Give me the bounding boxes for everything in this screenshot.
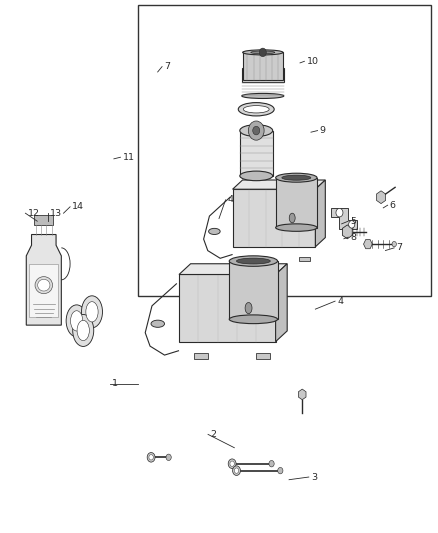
Bar xyxy=(299,257,311,261)
Bar xyxy=(256,353,270,359)
Ellipse shape xyxy=(245,303,252,313)
Text: 9: 9 xyxy=(320,126,326,135)
Ellipse shape xyxy=(240,125,272,136)
Bar xyxy=(229,261,278,319)
Ellipse shape xyxy=(86,302,98,322)
Polygon shape xyxy=(26,235,61,325)
Text: 10: 10 xyxy=(307,57,318,66)
Ellipse shape xyxy=(282,175,311,180)
Polygon shape xyxy=(179,264,287,274)
Text: 4: 4 xyxy=(337,297,343,305)
Circle shape xyxy=(336,208,343,217)
Ellipse shape xyxy=(73,314,94,346)
Text: 1: 1 xyxy=(112,379,118,388)
Ellipse shape xyxy=(243,50,283,55)
Circle shape xyxy=(234,468,239,473)
Polygon shape xyxy=(377,191,385,204)
Text: 6: 6 xyxy=(390,201,396,209)
Bar xyxy=(29,264,58,317)
Bar xyxy=(246,257,258,261)
Ellipse shape xyxy=(276,173,317,182)
Ellipse shape xyxy=(276,224,317,231)
Polygon shape xyxy=(276,264,287,342)
Bar xyxy=(243,52,283,80)
Polygon shape xyxy=(343,225,352,239)
Polygon shape xyxy=(298,389,306,400)
Text: 7: 7 xyxy=(396,244,403,252)
Ellipse shape xyxy=(77,320,89,341)
Text: 3: 3 xyxy=(311,473,317,481)
Circle shape xyxy=(147,453,155,462)
Circle shape xyxy=(259,48,266,56)
Ellipse shape xyxy=(35,277,53,294)
Polygon shape xyxy=(233,189,315,247)
Ellipse shape xyxy=(151,320,165,327)
Circle shape xyxy=(278,467,283,474)
Bar xyxy=(138,5,431,296)
Text: 14: 14 xyxy=(72,203,84,211)
Text: 5: 5 xyxy=(350,217,357,225)
Circle shape xyxy=(166,454,171,461)
Ellipse shape xyxy=(240,171,272,181)
Polygon shape xyxy=(179,274,276,342)
Circle shape xyxy=(233,466,240,475)
Text: 11: 11 xyxy=(123,153,134,161)
Ellipse shape xyxy=(289,213,295,223)
Bar xyxy=(34,215,53,225)
Text: 12: 12 xyxy=(28,209,39,217)
Ellipse shape xyxy=(81,296,102,328)
Circle shape xyxy=(349,221,355,228)
Circle shape xyxy=(392,241,396,247)
Text: 2: 2 xyxy=(210,430,216,439)
Circle shape xyxy=(248,121,264,140)
Ellipse shape xyxy=(71,311,83,331)
Ellipse shape xyxy=(66,305,87,337)
Text: 4: 4 xyxy=(228,196,234,204)
Ellipse shape xyxy=(229,256,278,266)
Polygon shape xyxy=(364,239,372,249)
Ellipse shape xyxy=(229,315,278,324)
Text: 8: 8 xyxy=(350,233,357,241)
Bar xyxy=(194,353,208,359)
Circle shape xyxy=(149,455,153,460)
Ellipse shape xyxy=(38,279,50,291)
Ellipse shape xyxy=(251,51,275,54)
Bar xyxy=(242,68,284,82)
Ellipse shape xyxy=(208,228,220,235)
Ellipse shape xyxy=(238,102,274,116)
Ellipse shape xyxy=(242,93,284,99)
Text: 7: 7 xyxy=(164,62,170,71)
Bar xyxy=(276,177,317,228)
Circle shape xyxy=(230,461,234,466)
Polygon shape xyxy=(233,180,325,189)
Bar xyxy=(240,131,272,176)
Polygon shape xyxy=(315,180,325,247)
Circle shape xyxy=(269,461,274,467)
Circle shape xyxy=(228,459,236,469)
Ellipse shape xyxy=(237,258,270,264)
Circle shape xyxy=(253,126,260,135)
Ellipse shape xyxy=(243,106,269,113)
Text: 13: 13 xyxy=(50,209,63,217)
Polygon shape xyxy=(331,208,357,229)
